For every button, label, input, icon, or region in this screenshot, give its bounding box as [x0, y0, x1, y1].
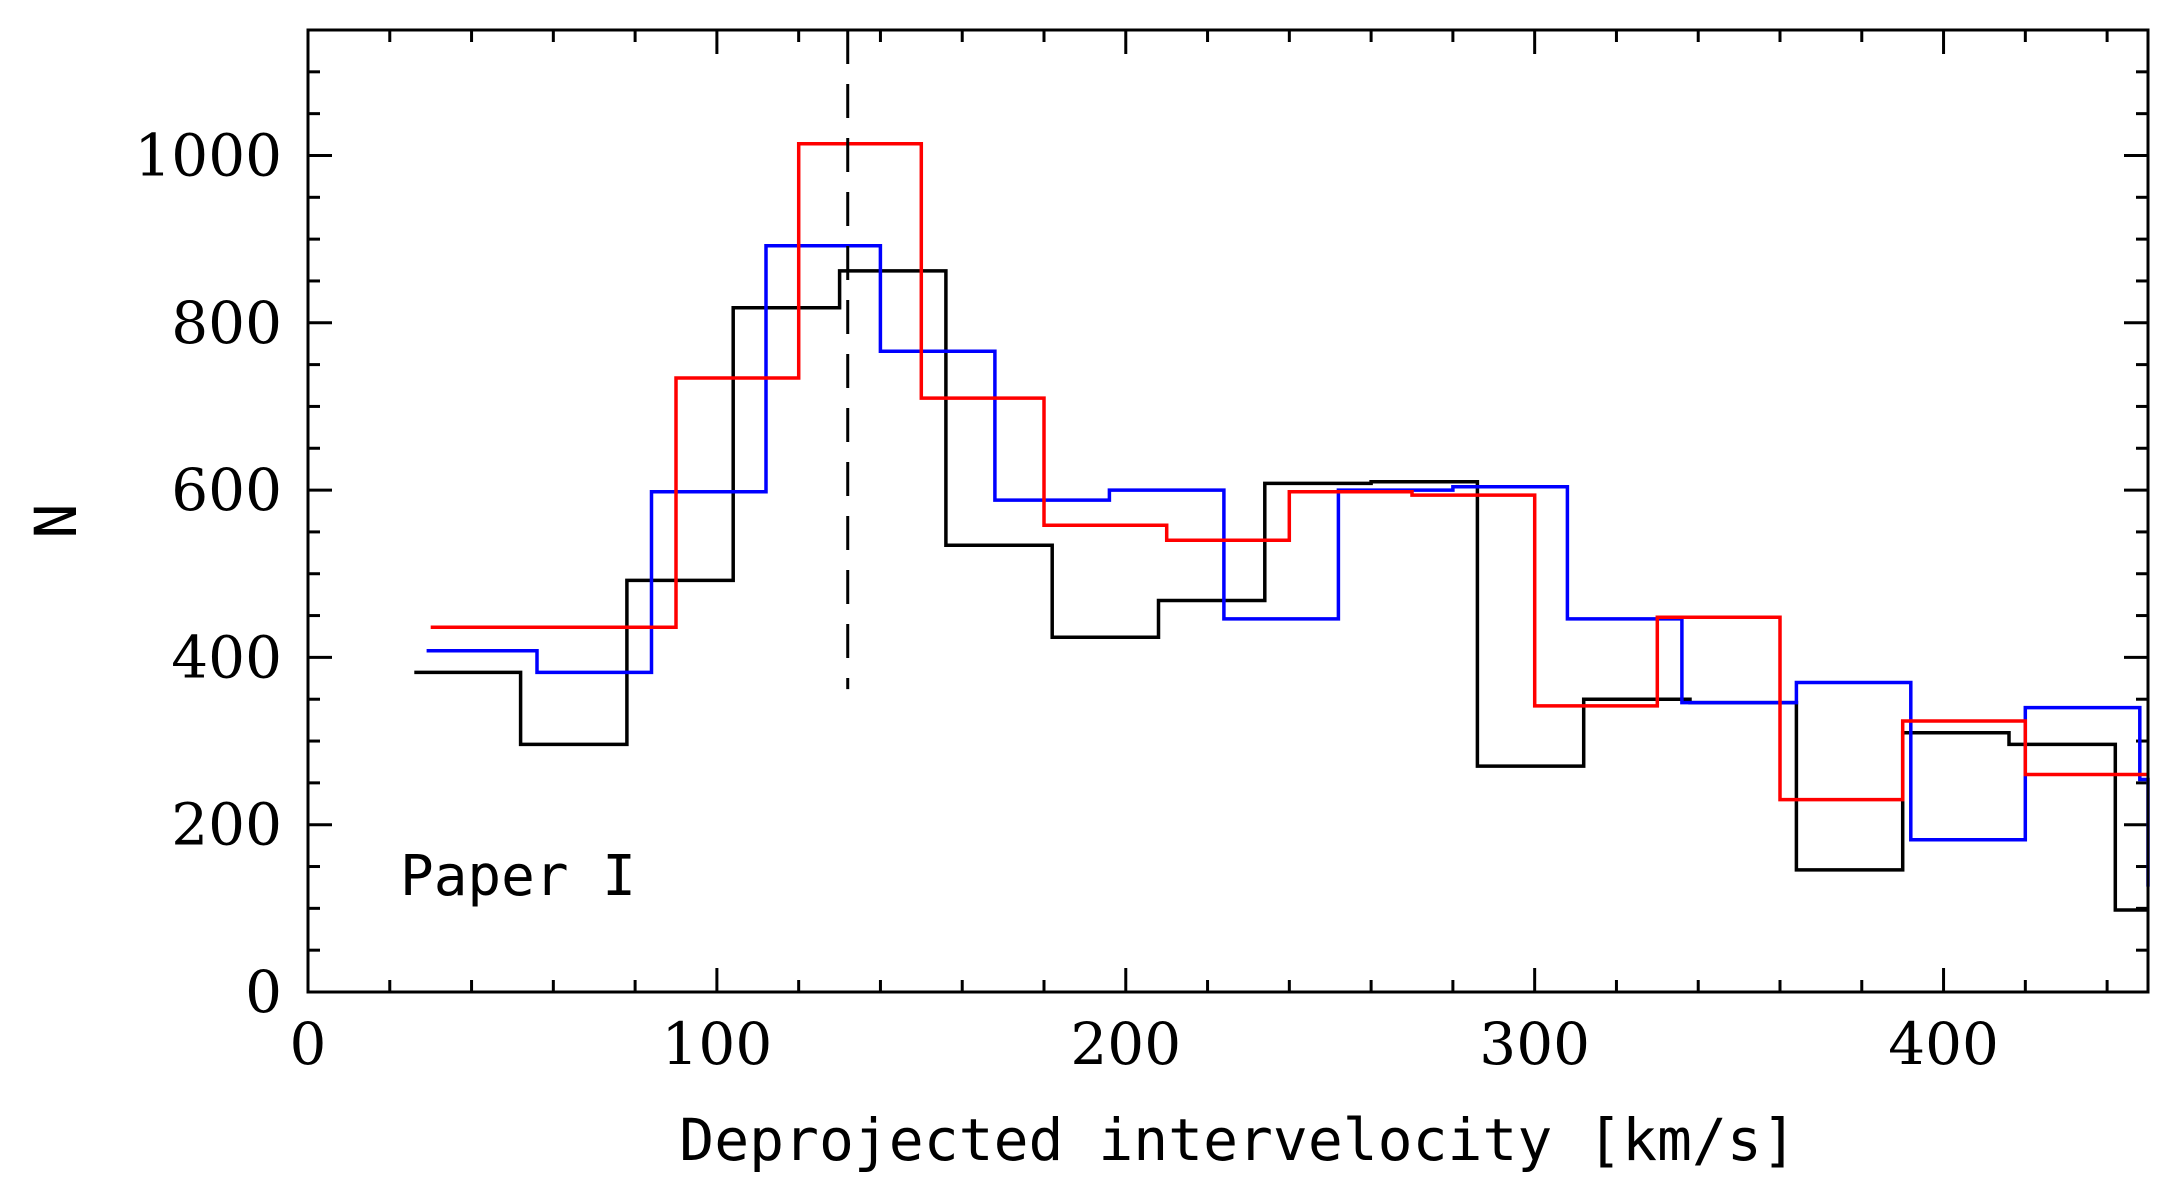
plot-frame	[306, 28, 2150, 994]
y-tick-label: 200	[171, 791, 282, 859]
series-layer	[414, 142, 2150, 912]
x-tick-label: 300	[1479, 1010, 1590, 1078]
y-tick-label: 0	[245, 958, 282, 1026]
y-tick-label: 800	[171, 289, 282, 357]
x-tick-label: 400	[1888, 1010, 1999, 1078]
x-tick-label: 200	[1070, 1010, 1181, 1078]
series-blue-step-line	[426, 244, 2150, 887]
y-tick-label: 1000	[134, 121, 282, 189]
series-red-step-line	[430, 142, 2148, 802]
y-tick-label: 600	[171, 456, 282, 524]
y-tick-label: 400	[171, 623, 282, 691]
annotation-paper-label: Paper I	[400, 844, 636, 909]
x-axis-label: Deprojected intervelocity [km/s]	[679, 1106, 1796, 1174]
tick-labels: 0 100 200 300 400 0 200 400 600 800 1000	[134, 121, 1999, 1078]
x-tick-label: 0	[290, 1010, 327, 1078]
x-tick-label: 100	[662, 1010, 773, 1078]
y-axis-label: N	[22, 504, 90, 539]
